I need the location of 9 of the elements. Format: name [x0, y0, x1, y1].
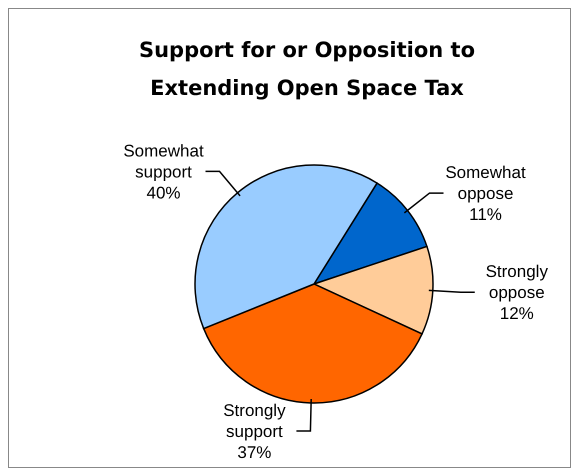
slice-label: Somewhat oppose	[445, 163, 526, 204]
data-label: 37%	[237, 442, 272, 462]
data-label: 11%	[469, 205, 502, 224]
slice-label: Strongly oppose	[486, 262, 548, 302]
data-label: 12%	[500, 304, 534, 324]
chart-title: Support for or Opposition to Extending Open Space Tax	[138, 37, 476, 102]
slice-label: Somewhat support	[123, 141, 204, 182]
slice-label: Strongly support	[223, 400, 286, 441]
data-label: 40%	[146, 183, 181, 202]
